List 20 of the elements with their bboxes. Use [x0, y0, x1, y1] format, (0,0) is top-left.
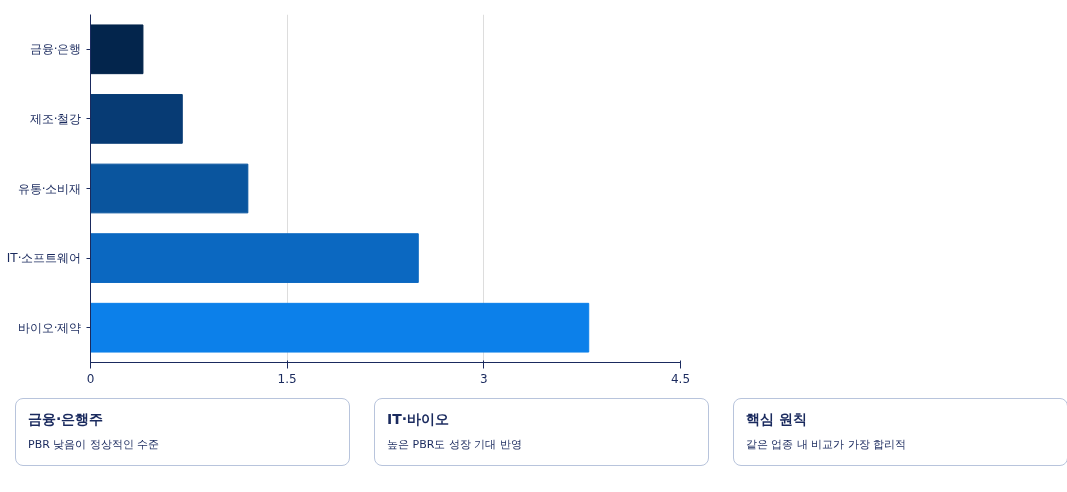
- bar: [90, 233, 419, 283]
- x-tick-label: 1.5: [277, 371, 297, 386]
- y-tick-label: 제조·철강: [29, 111, 82, 126]
- bar: [90, 163, 249, 214]
- x-tick-label: 4.5: [670, 371, 691, 386]
- text: 높은 PBR도 성장 기대 반영: [387, 437, 523, 453]
- bar: [90, 24, 144, 75]
- text: PBR 낮음이 정상적인 수준: [28, 437, 161, 453]
- bar: [90, 302, 590, 353]
- text: 핵심 원칙: [746, 410, 808, 429]
- bar: [90, 94, 183, 144]
- y-tick-label: IT·소프트웨어: [6, 251, 82, 266]
- x-tick-label: 3: [480, 371, 488, 386]
- y-tick-label: 금융·은행: [29, 42, 82, 57]
- y-tick-label: 바이오·제약: [17, 320, 82, 335]
- y-tick-label: 유통·소비재: [17, 181, 82, 196]
- x-tick-label: 0: [86, 371, 95, 386]
- text: IT·바이오: [387, 410, 451, 429]
- text: 같은 업종 내 비교가 가장 합리적: [746, 437, 908, 453]
- text: 금융·은행주: [28, 410, 105, 429]
